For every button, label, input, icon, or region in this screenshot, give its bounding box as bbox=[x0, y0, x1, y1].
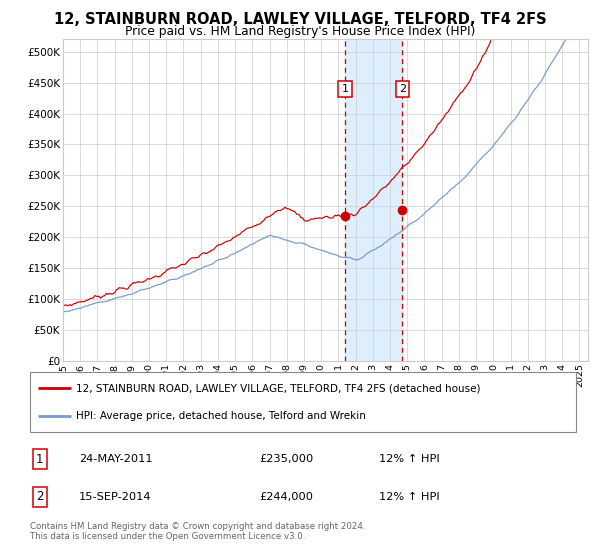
Text: 12, STAINBURN ROAD, LAWLEY VILLAGE, TELFORD, TF4 2FS: 12, STAINBURN ROAD, LAWLEY VILLAGE, TELF… bbox=[53, 12, 547, 27]
Text: 12, STAINBURN ROAD, LAWLEY VILLAGE, TELFORD, TF4 2FS (detached house): 12, STAINBURN ROAD, LAWLEY VILLAGE, TELF… bbox=[76, 383, 481, 393]
Bar bbox=[345, 39, 402, 361]
Text: 2: 2 bbox=[399, 84, 406, 94]
Text: £244,000: £244,000 bbox=[259, 492, 313, 502]
Text: 12% ↑ HPI: 12% ↑ HPI bbox=[379, 454, 440, 464]
Text: Price paid vs. HM Land Registry's House Price Index (HPI): Price paid vs. HM Land Registry's House … bbox=[125, 25, 475, 38]
Text: 1: 1 bbox=[36, 452, 44, 465]
FancyBboxPatch shape bbox=[30, 372, 576, 432]
Text: 2: 2 bbox=[36, 491, 44, 503]
Text: £235,000: £235,000 bbox=[259, 454, 314, 464]
Text: HPI: Average price, detached house, Telford and Wrekin: HPI: Average price, detached house, Telf… bbox=[76, 411, 366, 421]
Text: 24-MAY-2011: 24-MAY-2011 bbox=[79, 454, 153, 464]
Text: 1: 1 bbox=[341, 84, 349, 94]
Text: Contains HM Land Registry data © Crown copyright and database right 2024.
This d: Contains HM Land Registry data © Crown c… bbox=[30, 522, 365, 542]
Text: 15-SEP-2014: 15-SEP-2014 bbox=[79, 492, 152, 502]
Text: 12% ↑ HPI: 12% ↑ HPI bbox=[379, 492, 440, 502]
